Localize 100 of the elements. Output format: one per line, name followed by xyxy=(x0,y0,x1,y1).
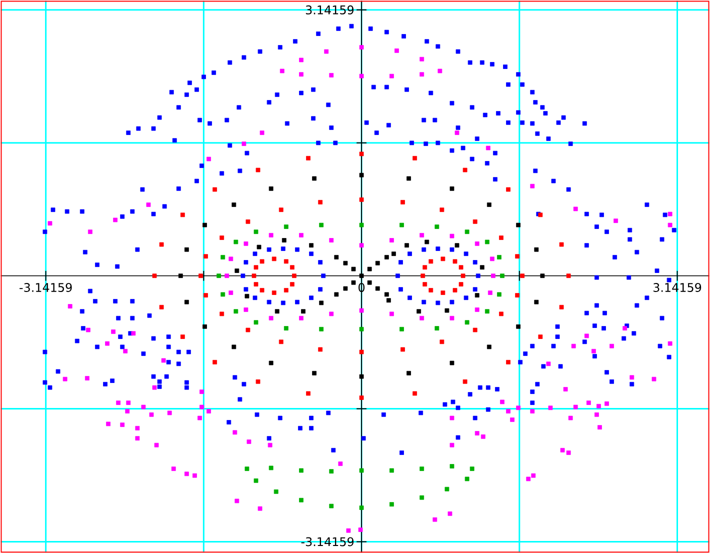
point xyxy=(240,273,246,278)
point xyxy=(420,466,424,471)
point xyxy=(534,300,539,304)
point xyxy=(454,242,460,248)
point xyxy=(359,350,364,354)
point xyxy=(538,334,543,339)
point xyxy=(359,222,364,228)
point xyxy=(359,374,364,379)
point xyxy=(212,187,218,192)
point xyxy=(359,395,364,400)
point xyxy=(440,207,444,212)
point xyxy=(400,222,404,228)
point xyxy=(400,200,405,204)
point xyxy=(254,264,258,270)
point xyxy=(272,256,276,261)
point xyxy=(472,219,478,224)
point xyxy=(389,238,394,242)
point xyxy=(460,273,466,278)
point xyxy=(329,504,334,508)
point xyxy=(220,254,226,260)
point xyxy=(398,260,403,264)
point xyxy=(515,292,520,298)
point xyxy=(180,212,185,217)
point xyxy=(299,468,304,473)
point xyxy=(392,251,396,256)
point xyxy=(301,309,306,314)
point xyxy=(472,260,478,264)
point xyxy=(266,300,272,304)
point xyxy=(319,222,324,228)
point xyxy=(268,466,274,470)
point xyxy=(202,222,207,228)
point xyxy=(408,251,412,256)
point xyxy=(299,498,304,502)
point xyxy=(334,254,339,260)
point xyxy=(318,287,323,292)
point xyxy=(284,326,288,330)
point xyxy=(458,264,464,270)
point xyxy=(389,502,394,506)
point xyxy=(244,241,248,246)
point xyxy=(474,241,480,246)
point xyxy=(420,232,424,238)
point xyxy=(359,74,364,78)
point xyxy=(416,309,422,314)
point xyxy=(359,468,364,473)
point xyxy=(292,273,296,278)
point xyxy=(450,360,454,366)
point xyxy=(351,280,356,285)
point xyxy=(228,290,234,295)
point xyxy=(359,326,364,332)
point xyxy=(159,304,164,310)
point xyxy=(436,300,440,305)
point xyxy=(384,254,389,260)
point xyxy=(359,152,364,156)
point xyxy=(246,219,250,224)
point xyxy=(462,168,468,172)
point xyxy=(280,246,286,251)
point xyxy=(400,347,405,352)
point xyxy=(516,324,521,329)
point xyxy=(450,300,454,304)
point xyxy=(375,286,380,291)
point xyxy=(184,300,189,304)
point xyxy=(406,370,411,376)
point xyxy=(202,324,207,329)
point xyxy=(434,326,440,330)
point xyxy=(499,235,504,240)
point xyxy=(404,242,409,248)
point xyxy=(268,186,274,191)
point xyxy=(440,290,446,295)
point xyxy=(318,200,323,204)
point xyxy=(474,292,480,298)
point xyxy=(228,256,234,261)
point xyxy=(282,238,286,242)
point xyxy=(295,300,300,304)
point xyxy=(244,466,250,471)
point xyxy=(559,304,564,310)
point xyxy=(566,273,571,278)
point xyxy=(464,295,468,300)
point xyxy=(312,176,316,181)
point xyxy=(184,247,189,252)
point xyxy=(309,242,314,248)
point xyxy=(272,290,276,295)
point xyxy=(260,288,264,292)
point xyxy=(343,286,348,291)
point xyxy=(359,242,364,248)
point xyxy=(159,242,164,247)
point xyxy=(306,391,310,396)
point xyxy=(295,247,300,252)
point xyxy=(470,466,474,471)
point xyxy=(256,379,260,384)
point xyxy=(497,292,502,296)
point xyxy=(428,288,434,292)
point xyxy=(274,309,280,314)
point xyxy=(472,328,478,332)
point xyxy=(178,273,183,278)
point xyxy=(450,186,454,191)
point xyxy=(452,259,458,264)
point xyxy=(359,197,364,202)
point xyxy=(367,280,372,285)
point xyxy=(464,251,468,256)
point xyxy=(280,68,284,74)
